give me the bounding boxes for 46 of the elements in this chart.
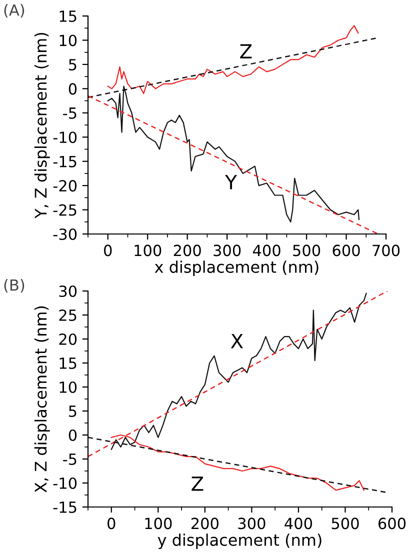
x-tick-label: 400 bbox=[252, 244, 280, 256]
annotation: Z bbox=[240, 44, 252, 58]
x-axis-title: x displacement (nm) bbox=[154, 260, 318, 276]
x-tick-label: 600 bbox=[378, 518, 406, 530]
y-tick-label: -30 bbox=[53, 228, 77, 240]
y-tick-label: 25 bbox=[59, 309, 76, 322]
x-tick-label: 600 bbox=[332, 244, 360, 256]
y-tick-label: -10 bbox=[53, 132, 77, 144]
y-tick-label: -15 bbox=[53, 156, 76, 168]
x-tick-label: 300 bbox=[214, 244, 241, 256]
y-tick-label: -10 bbox=[53, 477, 77, 490]
x-tick-label: 700 bbox=[372, 244, 400, 256]
x-tick-label: 200 bbox=[191, 518, 218, 530]
x-tick-label: 400 bbox=[284, 518, 312, 530]
annotation: X bbox=[230, 334, 244, 348]
x-tick-label: 500 bbox=[332, 518, 359, 530]
x-tick-label: 0 bbox=[108, 518, 116, 530]
x-tick-label: 500 bbox=[293, 244, 320, 256]
y-tick-label: 0 bbox=[68, 83, 77, 95]
line-series bbox=[107, 25, 359, 94]
x-tick-label: 100 bbox=[145, 518, 172, 530]
y-tick-label: 15 bbox=[60, 10, 76, 22]
chart-title: (B) bbox=[4, 279, 24, 293]
y-tick-label: -5 bbox=[63, 108, 76, 119]
y-tick-label: -5 bbox=[63, 454, 76, 466]
annotation: Z bbox=[192, 476, 204, 491]
x-tick-label: 0 bbox=[104, 244, 112, 256]
y-tick-label: 30 bbox=[59, 285, 77, 298]
y-tick-label: 0 bbox=[68, 429, 77, 442]
y-tick-label: 15 bbox=[60, 358, 76, 370]
y-tick-label: 5 bbox=[69, 59, 76, 70]
y-tick-label: 5 bbox=[69, 406, 76, 418]
x-tick-label: 200 bbox=[174, 244, 201, 256]
y-tick-label: 20 bbox=[59, 333, 77, 346]
chart-title: (A) bbox=[4, 4, 24, 18]
x-tick-label: 100 bbox=[134, 244, 162, 256]
y-tick-label: 10 bbox=[60, 34, 77, 46]
y-tick-label: -25 bbox=[53, 204, 76, 216]
y-tick-label: 10 bbox=[60, 381, 77, 394]
y-tick-label: -15 bbox=[53, 502, 76, 514]
x-tick-label: 300 bbox=[238, 518, 266, 530]
x-axis-title: y displacement (nm) bbox=[158, 534, 322, 550]
y-axis-title: Y, Z displacement (nm) bbox=[34, 32, 50, 218]
y-tick-label: -20 bbox=[53, 180, 77, 192]
y-axis-title: X, Z displacement (nm) bbox=[34, 306, 50, 493]
annotation: Y bbox=[225, 175, 238, 190]
